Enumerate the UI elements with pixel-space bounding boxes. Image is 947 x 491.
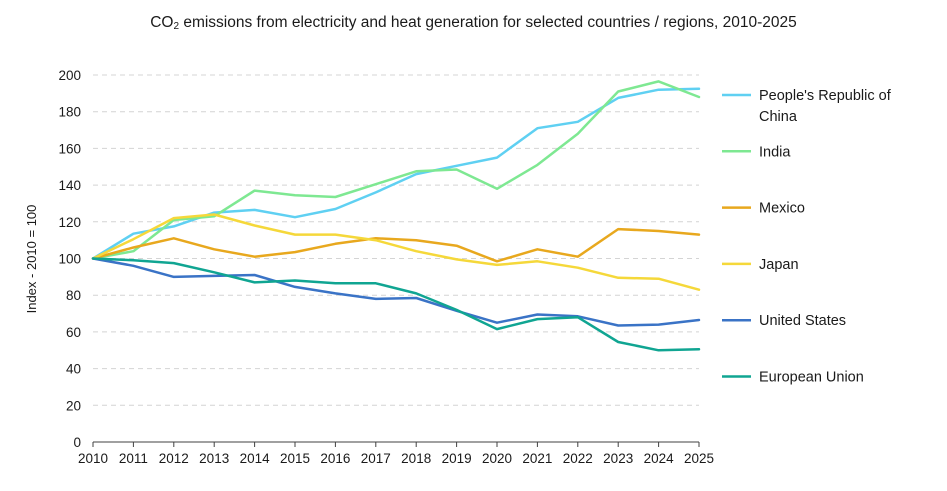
y-tick-label: 0 — [73, 435, 81, 450]
x-tick-label: 2013 — [199, 451, 229, 466]
series-line-mexico — [91, 227, 701, 263]
y-tick-label: 80 — [66, 288, 81, 303]
y-tick-label: 200 — [58, 68, 81, 83]
x-tick-label: 2012 — [159, 451, 189, 466]
x-tick-label: 2016 — [320, 451, 350, 466]
series-line-people-s-republic-of-china — [91, 87, 701, 260]
x-tick-label: 2010 — [78, 451, 108, 466]
y-tick-label: 160 — [58, 141, 81, 156]
legend-label-european-union: European Union — [759, 370, 864, 386]
axes: 0 20 40 60 80 100 120 140 160 180 200 2010 2011 2012 2… — [58, 68, 714, 466]
y-tick-label: 180 — [58, 105, 81, 120]
chart-title-suffix: emissions from electricity and heat gene… — [179, 14, 797, 31]
chart-title: CO2 emissions from electricity and heat … — [0, 14, 947, 32]
series-line-united-states — [91, 257, 701, 327]
x-tick-label: 2019 — [442, 451, 472, 466]
series-lines — [91, 80, 701, 352]
x-tick-label: 2011 — [119, 451, 148, 466]
x-tick-label: 2021 — [522, 451, 552, 466]
series-line-japan — [91, 213, 701, 291]
chart-title-subscript: 2 — [173, 21, 180, 32]
x-tick-label: 2014 — [240, 451, 271, 466]
series-line-india — [91, 80, 701, 260]
x-tick-label: 2017 — [361, 451, 391, 466]
x-tick-label: 2022 — [563, 451, 593, 466]
legend-label-mexico: Mexico — [759, 201, 805, 217]
gridlines — [93, 74, 699, 406]
y-tick-label: 120 — [58, 215, 81, 230]
x-tick-label: 2023 — [603, 451, 633, 466]
legend-label-people-s-republic-of-china: China — [759, 109, 798, 125]
y-tick-label: 60 — [66, 325, 81, 340]
y-axis-title: Index - 2010 = 100 — [24, 205, 39, 314]
series-line-european-union — [91, 257, 701, 352]
legend: People's Republic of China India Mexico Japa… — [722, 88, 892, 386]
x-tick-label: 2024 — [644, 451, 675, 466]
y-tick-label: 20 — [66, 398, 81, 413]
x-tick-label: 2025 — [684, 451, 714, 466]
x-tick-label: 2018 — [401, 451, 431, 466]
legend-label-india: India — [759, 144, 791, 160]
y-tick-label: 40 — [66, 362, 81, 377]
legend-label-japan: Japan — [759, 257, 799, 273]
x-tick-label: 2015 — [280, 451, 310, 466]
legend-label-united-states: United States — [759, 313, 846, 329]
y-tick-label: 100 — [58, 252, 81, 267]
legend-label-people-s-republic-of-china: People's Republic of — [759, 88, 892, 104]
x-tick-label: 2020 — [482, 451, 512, 466]
y-tick-label: 140 — [58, 178, 81, 193]
chart-title-prefix: CO — [150, 14, 174, 31]
